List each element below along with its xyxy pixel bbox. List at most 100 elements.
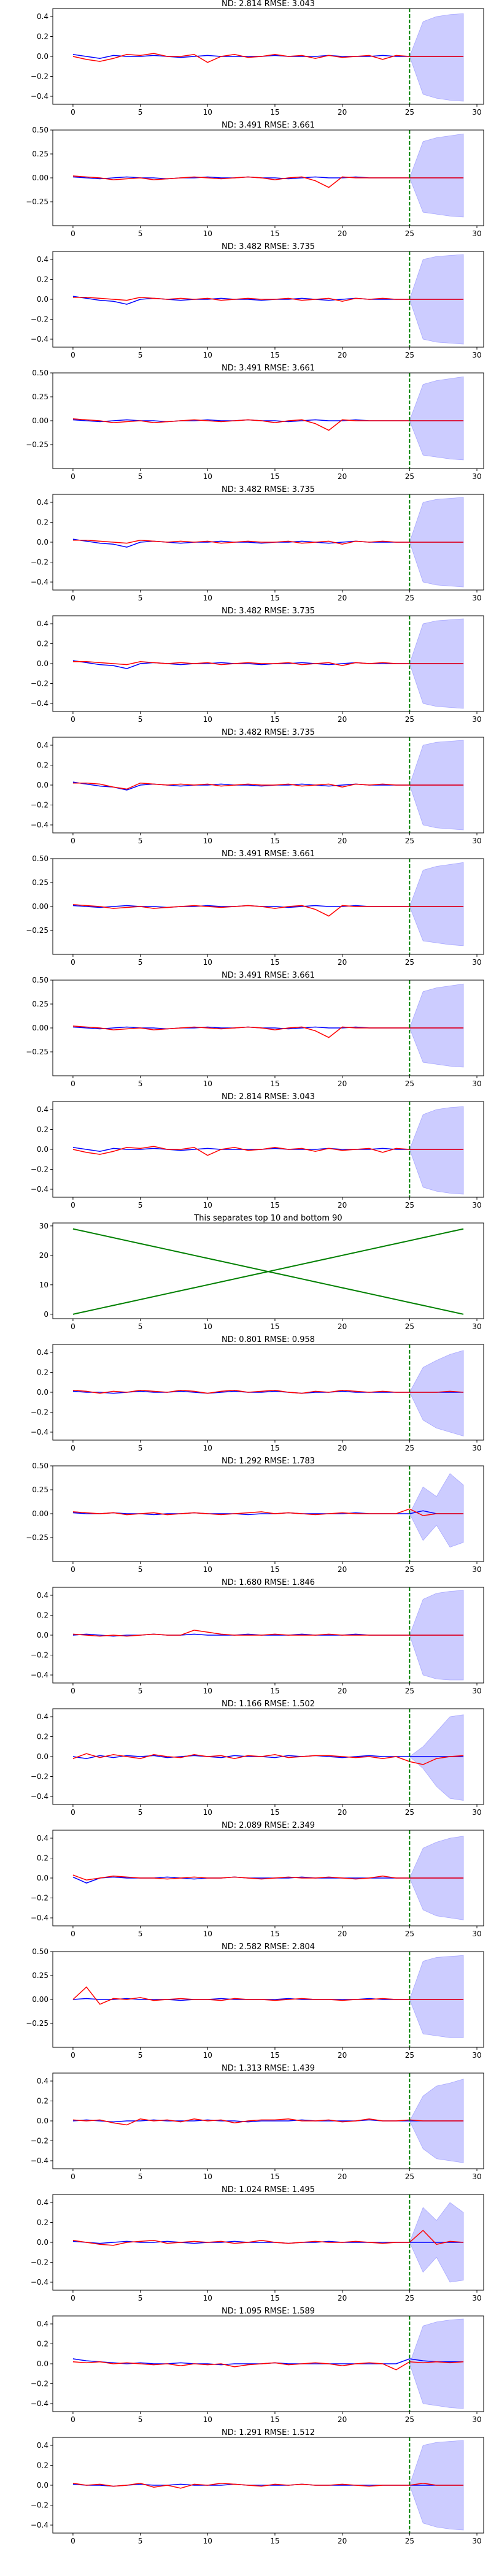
prediction-series-line: [72, 904, 464, 917]
x-tick-label: 10: [203, 715, 212, 724]
x-tick-label: 10: [203, 2051, 212, 2060]
x-tick-label: 20: [338, 2172, 347, 2181]
subplot-5: ND: 3.482 RMSE: 3.735 0 5 10 15 20 25 30 −0.4 −0.…: [31, 485, 484, 602]
x-tick-label: 5: [138, 715, 143, 724]
x-tick-label: 5: [138, 1565, 143, 1574]
x-tick-label: 25: [405, 108, 414, 117]
subplot-17: ND: 2.582 RMSE: 2.804 0 5 10 15 20 25 30 −0.25 0.…: [26, 1942, 484, 2060]
y-tick-label: 0.50: [32, 976, 48, 984]
prediction-series-line: [72, 1986, 464, 2005]
actual-series-line: [72, 539, 464, 548]
x-tick-label: 5: [138, 1322, 143, 1331]
y-tick-label: −0.25: [26, 926, 48, 935]
y-tick-label: 0.0: [37, 2481, 48, 2490]
y-tick-label: 0.2: [37, 2340, 48, 2348]
subplot-12: ND: 0.801 RMSE: 0.958 0 5 10 15 20 25 30 −0.4 −0.…: [31, 1335, 484, 1452]
x-tick-label: 0: [71, 1930, 75, 1938]
x-tick-label: 25: [405, 837, 414, 845]
y-tick-label: 0.00: [32, 174, 48, 182]
y-tick-label: 0.2: [37, 2461, 48, 2470]
y-tick-label: 0.00: [32, 1024, 48, 1032]
x-tick-label: 20: [338, 108, 347, 117]
x-tick-label: 0: [71, 837, 75, 845]
y-tick-label: 0.50: [32, 369, 48, 377]
x-tick-label: 20: [338, 1808, 347, 1817]
x-tick-label: 15: [270, 2294, 279, 2302]
x-tick-label: 10: [203, 472, 212, 481]
y-tick-label: 0.4: [37, 255, 48, 264]
y-tick-label: 0.2: [37, 518, 48, 527]
x-tick-label: 0: [71, 958, 75, 967]
y-tick-label: −0.25: [26, 1048, 48, 1056]
subplot-title: ND: 1.291 RMSE: 1.512: [222, 2428, 315, 2437]
x-tick-label: 15: [270, 2415, 279, 2424]
subplot-title: ND: 1.095 RMSE: 1.589: [222, 2307, 315, 2316]
x-tick-label: 30: [472, 2294, 481, 2302]
x-tick-label: 15: [270, 229, 279, 238]
prediction-series-line: [72, 1874, 464, 1881]
y-tick-label: 0.25: [32, 1485, 48, 1494]
x-tick-label: 15: [270, 472, 279, 481]
y-tick-label: −0.4: [31, 1671, 48, 1679]
x-tick-label: 25: [405, 715, 414, 724]
uncertainty-band: [409, 1955, 464, 2038]
y-tick-label: 0.4: [37, 1834, 48, 1842]
x-tick-label: 20: [338, 1687, 347, 1695]
actual-series-line: [72, 1147, 464, 1152]
subplot-title: ND: 3.491 RMSE: 3.661: [222, 971, 315, 980]
x-tick-label: 5: [138, 2537, 143, 2545]
prediction-series-line: [72, 1630, 464, 1637]
prediction-series-line: [72, 539, 464, 545]
x-tick-label: 25: [405, 1079, 414, 1088]
prediction-series-line: [72, 782, 464, 790]
subplot-8: ND: 3.491 RMSE: 3.661 0 5 10 15 20 25 30 −0.25 0.…: [26, 849, 484, 967]
x-tick-label: 0: [71, 1808, 75, 1817]
subplot-title: ND: 1.680 RMSE: 1.846: [222, 1578, 315, 1587]
x-tick-label: 5: [138, 1687, 143, 1695]
actual-series-line: [72, 2358, 464, 2366]
y-tick-label: −0.4: [31, 1185, 48, 1194]
prediction-series-line: [72, 175, 464, 188]
prediction-series-line: [72, 53, 464, 63]
actual-series-line: [72, 781, 464, 791]
y-tick-label: 0.25: [32, 1000, 48, 1008]
y-tick-label: 0.4: [37, 1591, 48, 1600]
x-tick-label: 25: [405, 958, 414, 967]
x-tick-label: 30: [472, 1079, 481, 1088]
y-tick-label: −0.4: [31, 578, 48, 586]
x-tick-label: 20: [338, 1079, 347, 1088]
x-tick-label: 30: [472, 1322, 481, 1331]
subplot-4: ND: 3.491 RMSE: 3.661 0 5 10 15 20 25 30 −0.25 0.…: [26, 364, 484, 481]
y-tick-label: 0.4: [37, 1348, 48, 1357]
x-tick-label: 15: [270, 1079, 279, 1088]
y-tick-label: −0.2: [31, 72, 48, 81]
x-tick-label: 30: [472, 1687, 481, 1695]
y-tick-label: 0.4: [37, 741, 48, 749]
y-tick-label: 0.50: [32, 854, 48, 863]
x-tick-label: 30: [472, 1565, 481, 1574]
subplot-title: ND: 2.814 RMSE: 3.043: [222, 1092, 315, 1102]
prediction-series-line: [72, 2361, 464, 2371]
y-tick-label: −0.25: [26, 197, 48, 206]
x-tick-label: 30: [472, 1444, 481, 1452]
x-tick-label: 15: [270, 715, 279, 724]
x-tick-label: 20: [338, 2415, 347, 2424]
y-tick-label: 0.2: [37, 1125, 48, 1134]
x-tick-label: 20: [338, 2051, 347, 2060]
y-tick-label: 0.00: [32, 416, 48, 425]
x-tick-label: 15: [270, 1808, 279, 1817]
y-tick-label: 0.50: [32, 1947, 48, 1956]
x-tick-label: 10: [203, 2172, 212, 2181]
x-tick-label: 5: [138, 472, 143, 481]
x-tick-label: 20: [338, 837, 347, 845]
y-tick-label: 0.50: [32, 1462, 48, 1470]
x-tick-label: 0: [71, 2172, 75, 2181]
y-tick-label: 0.0: [37, 781, 48, 789]
x-tick-label: 5: [138, 1444, 143, 1452]
x-tick-label: 30: [472, 1808, 481, 1817]
x-tick-label: 10: [203, 1687, 212, 1695]
x-tick-label: 0: [71, 108, 75, 117]
x-tick-label: 25: [405, 472, 414, 481]
subplot-14: ND: 1.680 RMSE: 1.846 0 5 10 15 20 25 30 −0.4 −0.…: [31, 1578, 484, 1695]
x-tick-label: 15: [270, 1322, 279, 1331]
